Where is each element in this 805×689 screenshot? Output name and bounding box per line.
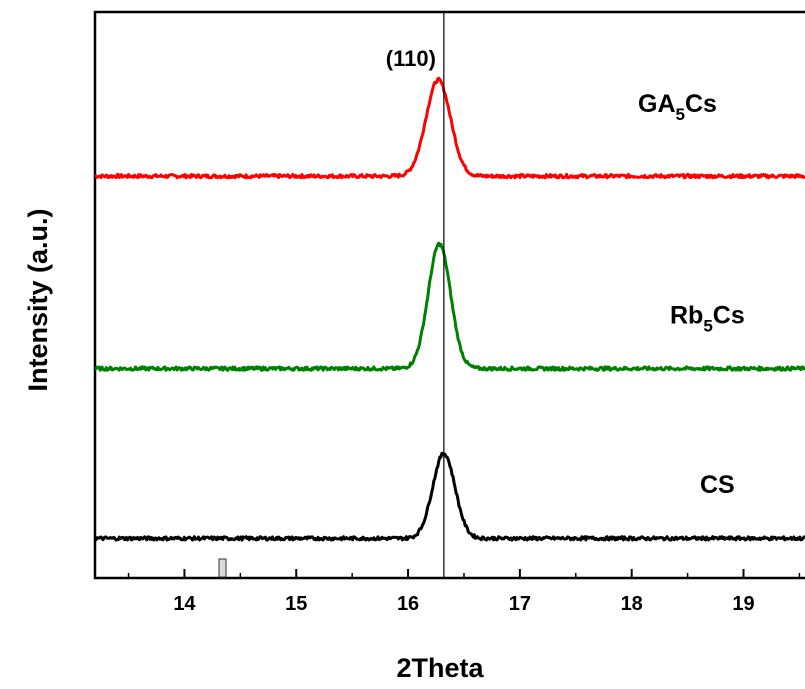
- series-label-ga5cs: GA5Cs: [638, 90, 717, 124]
- y-axis-label: Intensity (a.u.): [23, 208, 53, 391]
- series-labels: GA5Cs Rb5Cs CS: [638, 90, 745, 499]
- series-layer: [93, 76, 805, 542]
- reference-layer: (110): [386, 12, 445, 578]
- x-tick-label-15: 15: [285, 593, 307, 615]
- x-tick-label-19: 19: [732, 593, 754, 615]
- x-tick-label-17: 17: [509, 593, 531, 615]
- series-label-rb5cs: Rb5Cs: [670, 301, 745, 335]
- x-ticks: 14 15 16 17 18 19: [127, 569, 801, 615]
- x-tick-label-16: 16: [397, 593, 419, 615]
- x-tick-label-14: 14: [173, 593, 196, 615]
- x-axis-label: 2Theta: [396, 653, 484, 683]
- x-tick-label-18: 18: [621, 593, 643, 615]
- series-line-ga5cs: [94, 76, 805, 180]
- plot-frame: [93, 10, 805, 580]
- series-label-cs: CS: [700, 471, 735, 499]
- scroll-marker: [218, 558, 227, 578]
- reference-label: (110): [386, 46, 436, 71]
- series-line-cs: [93, 451, 805, 542]
- series-line-rb5cs: [94, 241, 805, 372]
